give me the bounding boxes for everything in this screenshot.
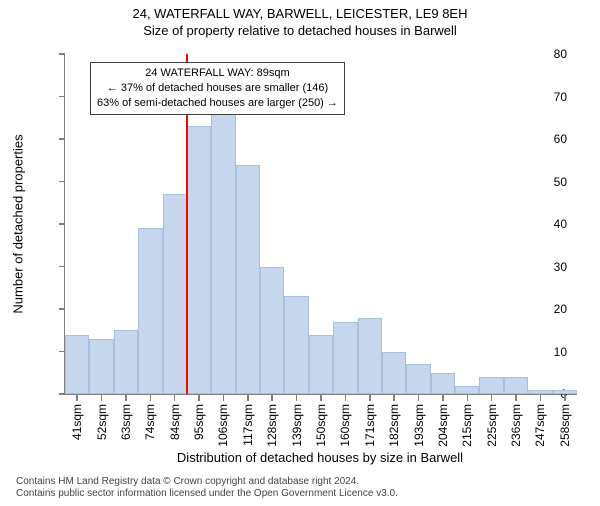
footer-line: Contains HM Land Registry data © Crown c…: [16, 476, 398, 488]
y-tick: [59, 266, 65, 268]
y-tick-label: 70: [554, 90, 567, 104]
histogram-bar: [358, 318, 382, 395]
x-tick: [174, 395, 176, 401]
histogram-bar: [260, 267, 284, 395]
x-axis-label: Distribution of detached houses by size …: [177, 450, 463, 465]
histogram-bar: [89, 339, 113, 394]
y-axis-label: Number of detached properties: [11, 134, 26, 313]
histogram-bar: [65, 335, 89, 395]
y-tick: [59, 181, 65, 183]
x-tick: [320, 395, 322, 401]
x-tick: [564, 395, 566, 401]
annotation-line: 63% of semi-detached houses are larger (…: [97, 96, 338, 111]
x-tick: [393, 395, 395, 401]
x-tick: [198, 395, 200, 401]
x-tick-label: 106sqm: [216, 404, 230, 447]
x-tick: [515, 395, 517, 401]
x-tick: [442, 395, 444, 401]
x-tick-label: 215sqm: [460, 404, 474, 447]
y-tick-label: 30: [554, 260, 567, 274]
x-tick-label: 160sqm: [338, 404, 352, 447]
histogram-bar: [333, 322, 357, 394]
histogram-bar: [406, 364, 430, 394]
x-tick-label: 225sqm: [485, 404, 499, 447]
histogram-bar: [455, 386, 479, 395]
histogram-bar: [163, 194, 187, 394]
x-tick: [418, 395, 420, 401]
x-tick: [101, 395, 103, 401]
histogram-bar: [382, 352, 406, 395]
y-tick: [59, 53, 65, 55]
x-tick: [369, 395, 371, 401]
x-tick-label: 193sqm: [412, 404, 426, 447]
x-tick-label: 84sqm: [168, 404, 182, 440]
y-tick: [59, 223, 65, 225]
annotation-box: 24 WATERFALL WAY: 89sqm ← 37% of detache…: [90, 62, 345, 115]
x-tick-label: 117sqm: [241, 404, 255, 446]
footer-line: Contains public sector information licen…: [16, 488, 398, 500]
histogram-bar: [211, 109, 235, 394]
y-tick-label: 10: [554, 345, 567, 359]
x-tick-label: 247sqm: [533, 404, 547, 447]
x-tick-label: 150sqm: [314, 404, 328, 447]
x-tick-label: 63sqm: [119, 404, 133, 440]
x-tick: [247, 395, 249, 401]
x-tick-label: 182sqm: [387, 404, 401, 447]
x-tick: [467, 395, 469, 401]
x-tick-label: 128sqm: [265, 404, 279, 447]
y-tick: [59, 138, 65, 140]
histogram-bar: [187, 126, 211, 394]
histogram-bar: [236, 165, 260, 395]
y-tick-label: 40: [554, 217, 567, 231]
y-tick: [59, 96, 65, 98]
x-tick-label: 236sqm: [509, 404, 523, 447]
x-tick-label: 52sqm: [95, 404, 109, 440]
x-tick-label: 139sqm: [290, 404, 304, 447]
y-tick-label: 80: [554, 47, 567, 61]
x-tick: [271, 395, 273, 401]
x-tick-label: 95sqm: [192, 404, 206, 440]
chart-container: 24, WATERFALL WAY, BARWELL, LEICESTER, L…: [0, 6, 600, 506]
histogram-bar: [553, 390, 577, 394]
x-tick: [76, 395, 78, 401]
x-tick: [223, 395, 225, 401]
x-tick: [296, 395, 298, 401]
histogram-bar: [431, 373, 455, 394]
histogram-bar: [479, 377, 503, 394]
y-tick-label: 50: [554, 175, 567, 189]
histogram-bar: [504, 377, 528, 394]
y-tick-label: 60: [554, 132, 567, 146]
x-tick-label: 204sqm: [436, 404, 450, 447]
chart-title-1: 24, WATERFALL WAY, BARWELL, LEICESTER, L…: [0, 6, 600, 21]
x-tick: [150, 395, 152, 401]
x-tick-label: 171sqm: [363, 404, 377, 447]
y-tick-label: 20: [554, 302, 567, 316]
histogram-bar: [284, 296, 308, 394]
x-tick: [125, 395, 127, 401]
x-tick-label: 74sqm: [143, 404, 157, 440]
footer-attribution: Contains HM Land Registry data © Crown c…: [16, 476, 398, 500]
x-tick-label: 258sqm: [558, 404, 572, 447]
annotation-line: ← 37% of detached houses are smaller (14…: [97, 81, 338, 96]
histogram-bar: [528, 390, 552, 394]
x-tick: [540, 395, 542, 401]
histogram-bar: [138, 228, 162, 394]
x-tick: [491, 395, 493, 401]
annotation-line: 24 WATERFALL WAY: 89sqm: [97, 66, 338, 81]
chart-title-2: Size of property relative to detached ho…: [0, 23, 600, 38]
histogram-bar: [114, 330, 138, 394]
y-tick: [59, 308, 65, 310]
x-tick-label: 41sqm: [70, 404, 84, 440]
x-tick: [345, 395, 347, 401]
histogram-bar: [309, 335, 333, 395]
